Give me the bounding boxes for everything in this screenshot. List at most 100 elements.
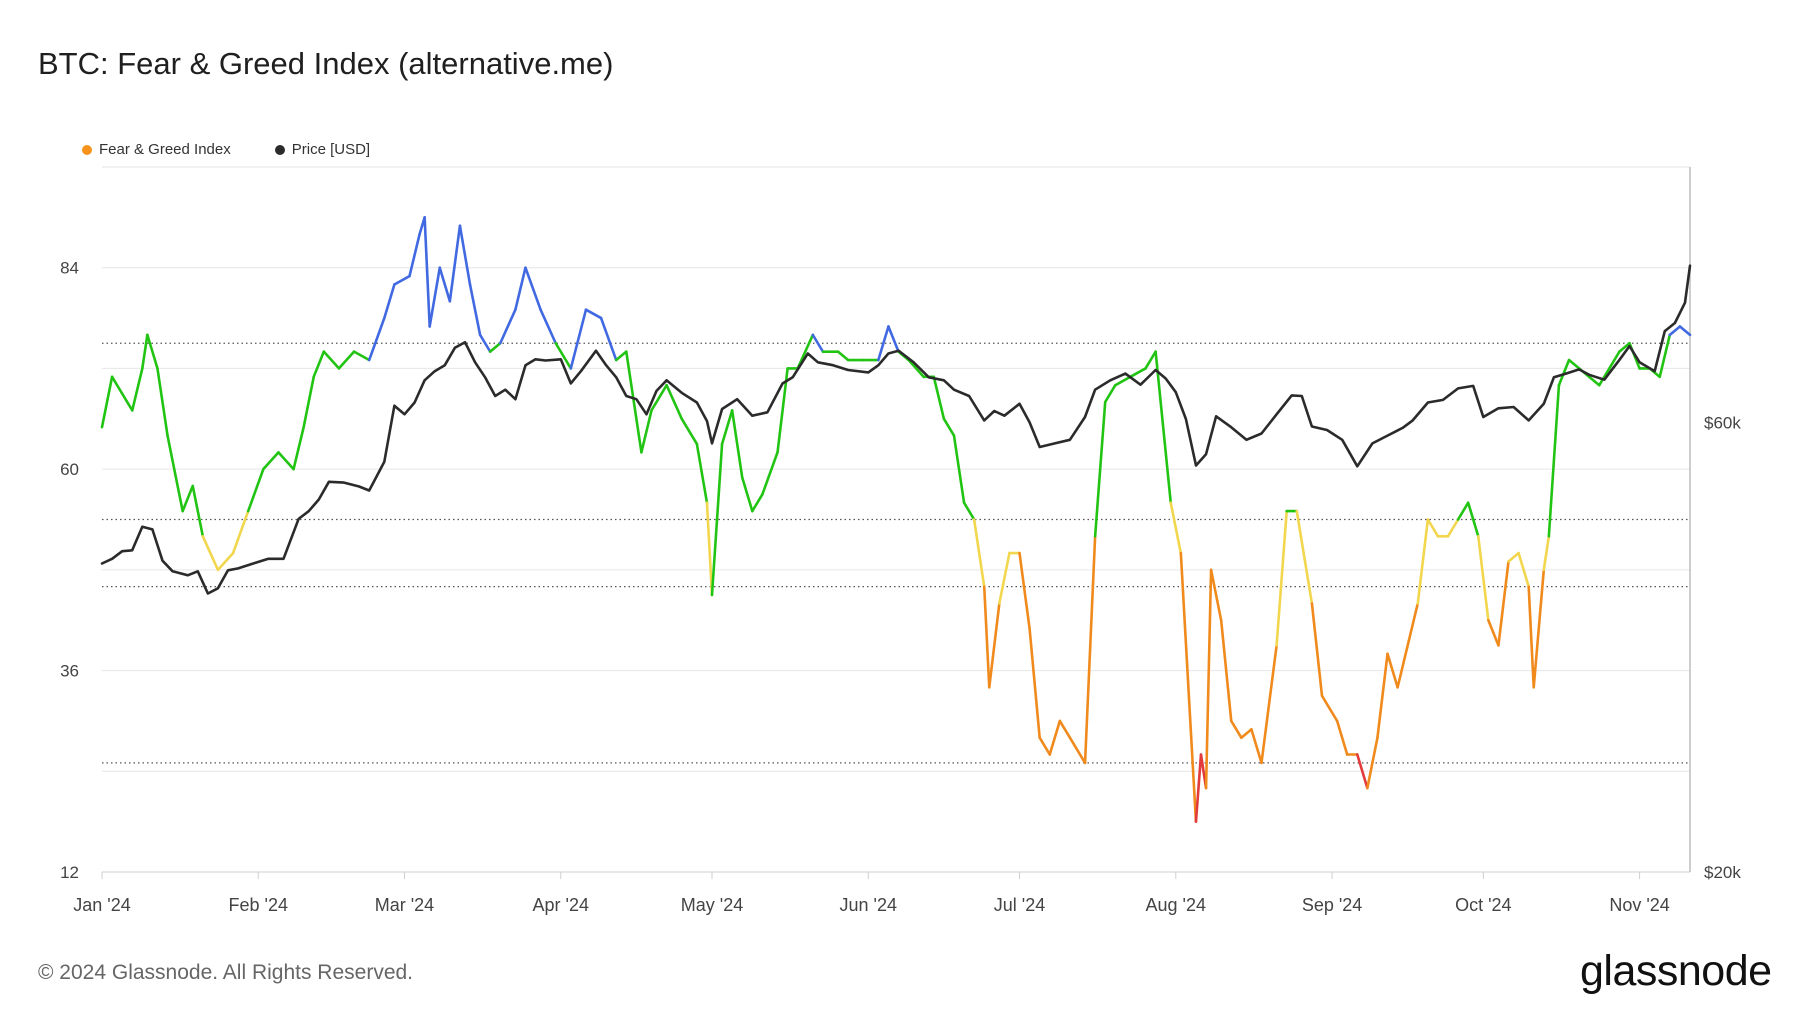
fear-greed-segment (1366, 736, 1379, 790)
fear-greed-segment (438, 266, 452, 303)
fear-greed-segment (887, 325, 900, 353)
fear-greed-segment (1219, 618, 1233, 723)
x-tick-label: Sep '24 (1302, 895, 1363, 915)
y-left-tick-label: 84 (60, 259, 79, 278)
fear-greed-segment (1507, 551, 1520, 563)
legend-item-fear-greed[interactable]: Fear & Greed Index (82, 141, 231, 158)
fear-greed-segment (1466, 501, 1480, 538)
fear-greed-segment (1103, 383, 1117, 404)
fear-greed-segment (246, 467, 265, 513)
fear-greed-segment (554, 341, 573, 370)
fear-greed-segment (156, 367, 169, 437)
fear-greed-segment (1129, 367, 1147, 379)
legend-dot-fear-greed (82, 144, 92, 155)
fear-greed-segment (1320, 694, 1339, 723)
fear-greed-segment (740, 476, 754, 513)
fear-greed-segment (972, 518, 986, 588)
fear-greed-segment (942, 417, 956, 437)
fear-greed-segment (1179, 551, 1198, 823)
y-right-tick-label: $20k (1704, 863, 1741, 882)
brand-logo: glassnode (1580, 947, 1772, 995)
fear-greed-segment (110, 375, 124, 395)
legend-label-price: Price [USD] (291, 141, 371, 158)
fear-greed-segment (216, 551, 235, 572)
fear-greed-segment (1144, 350, 1157, 370)
fear-greed-segment (1608, 350, 1621, 370)
fear-greed-segment (539, 308, 558, 345)
y-left-tick-label: 60 (60, 460, 79, 479)
fear-greed-segment (987, 602, 1001, 689)
fear-greed-segment (312, 350, 326, 379)
fear-greed-segment (1678, 325, 1692, 337)
fear-greed-segment (1355, 753, 1369, 790)
fear-greed-segment (428, 266, 442, 328)
fear-greed-segment (1169, 501, 1183, 555)
chart-title: BTC: Fear & Greed Index (alternative.me) (38, 46, 614, 81)
x-tick-label: Mar '24 (375, 895, 434, 915)
fear-greed-segment (1048, 719, 1062, 756)
fear-greed-segment (1497, 560, 1510, 647)
fear-greed-segment (710, 442, 724, 597)
fear-greed-segment (1229, 719, 1243, 740)
fear-greed-segment (201, 534, 220, 572)
fear-greed-segment (322, 350, 341, 370)
fear-greed-segment (624, 350, 643, 454)
fear-greed-segment (982, 585, 991, 689)
fear-greed-segment (1240, 728, 1253, 740)
fear-greed-segment (408, 232, 421, 278)
fear-greed-segment (524, 266, 542, 311)
fear-greed-segment (1310, 602, 1324, 698)
fear-greed-segment (1597, 367, 1611, 387)
fear-greed-segment (836, 350, 850, 362)
fear-greed-segment (1204, 568, 1213, 790)
fear-greed-segment (1376, 652, 1389, 740)
fear-greed-segment (1386, 652, 1399, 689)
fear-greed-segment (1517, 551, 1530, 588)
y-left-tick-label: 12 (60, 863, 79, 882)
legend-dot-price (274, 144, 285, 155)
x-tick-label: Nov '24 (1609, 895, 1669, 915)
fear-greed-segment (695, 442, 709, 505)
fear-greed-segment (1154, 350, 1173, 505)
fear-greed-series (100, 216, 1692, 823)
fear-greed-segment (292, 425, 305, 471)
fear-greed-segment (448, 224, 462, 303)
fear-greed-segment (907, 358, 926, 379)
fear-greed-segment (998, 551, 1011, 605)
fear-greed-segment (367, 316, 386, 362)
copyright-text: © 2024 Glassnode. All Rights Reserved. (38, 961, 414, 984)
fear-greed-segment (1618, 341, 1631, 353)
fear-greed-segment (166, 434, 184, 513)
fear-greed-segment (614, 350, 628, 362)
fear-greed-segment (423, 216, 431, 328)
fear-greed-segment (383, 283, 396, 320)
fear-greed-segment (488, 341, 502, 353)
fear-greed-segment (1093, 400, 1107, 538)
fear-greed-segment (1587, 375, 1601, 387)
fear-greed-segment (569, 308, 588, 370)
fear-greed-segment (962, 501, 976, 521)
fear-greed-segment (1532, 568, 1546, 689)
fear-greed-segment (665, 383, 684, 421)
fear-greed-segment (352, 350, 371, 362)
fear-greed-segment (1058, 719, 1072, 740)
fear-greed-segment (1194, 753, 1203, 823)
fear-greed-segment (478, 333, 492, 353)
fear-greed-segment (1456, 501, 1470, 521)
fear-greed-segment (1416, 518, 1430, 605)
fear-greed-segment (1557, 358, 1571, 387)
fear-greed-segment (1487, 618, 1500, 647)
fear-greed-segment (1476, 534, 1490, 622)
fear-greed-segment (141, 333, 149, 370)
fear-greed-segment (584, 308, 603, 320)
fear-greed-segment (1068, 736, 1087, 765)
fear-greed-segment (1250, 728, 1263, 765)
fear-greed-segment (498, 308, 517, 345)
fear-greed-segment (262, 451, 280, 471)
fear-greed-segment (191, 484, 205, 538)
legend-item-price[interactable]: Price [USD] (274, 141, 371, 158)
fear-greed-segment (1295, 509, 1314, 605)
fear-greed-segment (1018, 551, 1031, 630)
fear-greed-segment (1527, 585, 1536, 689)
